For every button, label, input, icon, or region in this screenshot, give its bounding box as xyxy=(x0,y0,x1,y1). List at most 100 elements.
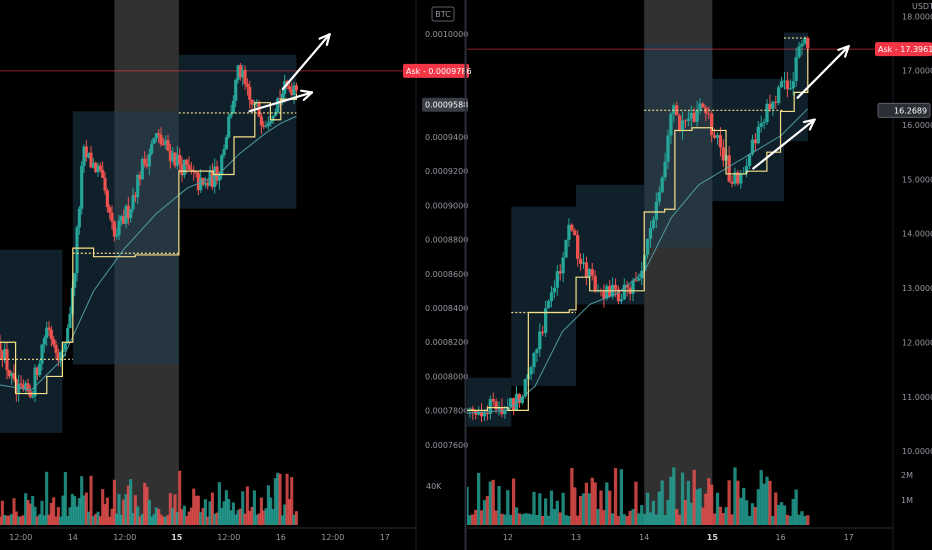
volume-bar xyxy=(710,484,714,525)
candle xyxy=(105,188,109,213)
candle-body xyxy=(61,349,65,352)
volume-bar xyxy=(590,477,594,525)
candle xyxy=(243,65,247,90)
volume-bar xyxy=(797,514,801,525)
candle-body xyxy=(178,154,182,164)
plot-area[interactable] xyxy=(0,0,416,525)
volume-bar xyxy=(643,513,647,525)
candle xyxy=(546,299,551,309)
volume-bar xyxy=(782,505,787,525)
candle xyxy=(96,162,100,177)
candle xyxy=(0,334,2,360)
ask-price-tag[interactable] xyxy=(875,42,932,57)
x-tick-label: 14 xyxy=(68,533,78,542)
volume-bar xyxy=(474,509,478,525)
candle xyxy=(686,110,691,127)
plot-area[interactable] xyxy=(465,0,893,525)
volume-bar xyxy=(133,495,137,525)
trend-arrow[interactable] xyxy=(752,118,816,170)
trend-arrow[interactable] xyxy=(281,33,331,91)
candle xyxy=(584,256,589,286)
volume-bar xyxy=(17,516,21,525)
volume-bar xyxy=(220,507,224,525)
candle xyxy=(520,394,524,405)
x-tick-label: 12:00 xyxy=(113,533,136,542)
volume-bar xyxy=(491,479,495,525)
candle-body xyxy=(785,80,790,90)
currency-badge[interactable] xyxy=(431,6,455,22)
trend-arrow[interactable] xyxy=(796,45,850,99)
candle xyxy=(721,139,725,167)
volume-bar xyxy=(290,477,294,525)
candle xyxy=(619,293,624,305)
candle-body xyxy=(707,113,711,115)
candle-body xyxy=(511,398,516,411)
volume-bar xyxy=(28,503,32,525)
y-tick-label: 14.0000 xyxy=(902,230,932,239)
volume-bar xyxy=(546,515,551,525)
volume-bar xyxy=(40,500,44,525)
candle xyxy=(733,167,737,187)
candle-body xyxy=(788,88,792,90)
candle-body xyxy=(19,383,23,385)
candle-body xyxy=(730,181,734,184)
candle xyxy=(180,157,184,182)
volume-bar xyxy=(698,488,702,525)
candle xyxy=(33,364,37,403)
candle xyxy=(593,270,597,294)
arrow-head xyxy=(318,33,331,40)
candle-body xyxy=(122,216,126,224)
candle-body xyxy=(117,220,121,236)
value-area-box xyxy=(72,111,179,365)
candle-body xyxy=(477,412,481,415)
candle xyxy=(680,111,685,140)
candle xyxy=(147,148,151,176)
candle-body xyxy=(185,159,189,166)
candle-body xyxy=(105,190,109,208)
volume-bar xyxy=(689,502,693,525)
ask-price-tag[interactable] xyxy=(403,63,469,78)
volume-bar xyxy=(509,514,513,525)
candle xyxy=(651,216,656,231)
candle-body xyxy=(171,152,175,162)
volume-bar xyxy=(520,514,524,525)
candle-body xyxy=(161,144,165,146)
volume-bar xyxy=(24,493,28,525)
candle-body xyxy=(168,150,172,162)
volume-bar xyxy=(26,499,30,525)
volume-bar xyxy=(744,500,749,525)
candle-body xyxy=(129,209,133,219)
trend-arrow[interactable] xyxy=(248,89,314,113)
candle-body xyxy=(538,331,542,350)
volume-bar xyxy=(514,507,519,525)
candle xyxy=(35,366,39,381)
candle xyxy=(14,377,18,402)
candle-body xyxy=(503,409,507,415)
candle xyxy=(278,89,282,108)
candle-body xyxy=(143,158,147,165)
volume-bar xyxy=(753,507,758,525)
volume-bar xyxy=(762,483,766,525)
arrow-head xyxy=(302,91,314,101)
candle xyxy=(126,196,130,225)
volume-bar xyxy=(488,481,492,525)
candle xyxy=(199,169,203,193)
value-area-box xyxy=(644,43,713,248)
arrow-head xyxy=(808,118,816,131)
last-price-tag[interactable] xyxy=(422,97,468,112)
arrow-head xyxy=(844,45,850,58)
candle xyxy=(625,281,629,297)
candle-body xyxy=(535,349,539,354)
volume-bar xyxy=(637,513,641,525)
last-price-tag[interactable] xyxy=(877,102,931,118)
candle xyxy=(581,253,586,269)
volume-bar xyxy=(669,476,673,525)
candle xyxy=(616,285,621,304)
candle xyxy=(689,105,693,128)
candle-body xyxy=(631,280,635,294)
candle-body xyxy=(266,123,270,126)
x-tick-label: 12 xyxy=(503,533,513,542)
left-chart-pane[interactable]: 0.0007600 0.0007800 0.0008000 0.0008200 0.00… xyxy=(0,0,472,550)
candle-body xyxy=(727,155,731,182)
right-chart-pane[interactable]: 10.0000 11.0000 12.0000 13.0000 14.0000 15.00… xyxy=(465,0,932,550)
